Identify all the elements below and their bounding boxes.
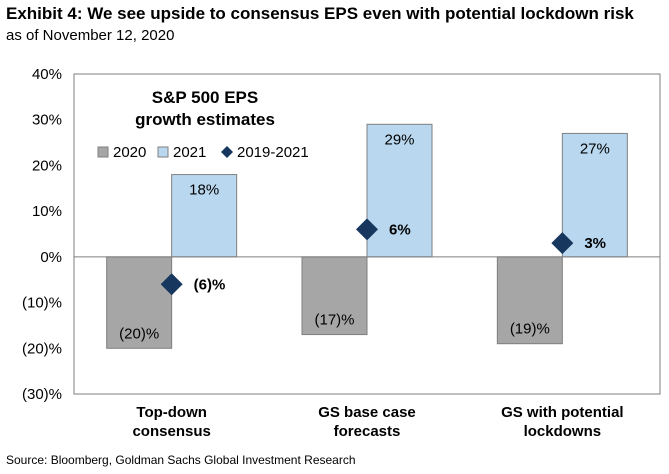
bar-series [106,123,628,349]
x-category-label-line: GS with potential [501,404,624,421]
y-tick-label: 30% [32,112,62,129]
data-label-2021: 27% [580,140,610,157]
y-axis: 40% 30% 20% 10% 0% (10)% (20)% (30)% [22,66,62,403]
y-tick-label: 20% [32,157,62,174]
x-category-label: Top-down consensus [132,404,210,440]
x-category-label-line: forecasts [334,423,401,440]
x-category-label-line: consensus [132,423,210,440]
legend-label-2019-2021: 2019-2021 [237,144,309,161]
bar-2021 [171,174,238,258]
y-tick-label: 40% [32,66,62,83]
bar-2020 [106,256,173,349]
x-category-label-line: GS base case [318,404,416,421]
x-category-label: GS base case forecasts [318,404,416,440]
bar-2020 [496,256,563,345]
data-label-2019-2021: 6% [389,221,411,238]
x-category-label-line: lockdowns [524,423,602,440]
y-tick-label: (20)% [22,340,62,357]
y-tick-label: 0% [40,249,62,266]
data-labels: (20)% 18% (6)% (17)% 29% 6% (19)% 27% 3% [119,131,610,342]
data-label-2019-2021: 3% [584,235,606,252]
y-tick-label: 10% [32,203,62,220]
annotation-title: S&P 500 EPS growth estimates [110,87,300,131]
marker-2019-2021 [551,232,574,255]
annotation-title-line-2: growth estimates [135,110,275,129]
y-tick-label: (30)% [22,386,62,403]
marker-2019-2021 [356,218,378,241]
legend-label-2020: 2020 [113,144,146,161]
data-label-2020: (17)% [314,312,354,329]
x-category-label-line: Top-down [136,404,207,421]
marker-2019-2021 [160,273,183,296]
annotation-title-line-1: S&P 500 EPS [151,88,259,107]
legend-label-2021: 2021 [173,144,206,161]
legend-swatch-2019-2021 [221,146,233,158]
data-label-2021: 29% [384,131,414,148]
bar-2020 [301,256,368,336]
legend-swatch-2021 [157,146,169,158]
data-label-2019-2021: (6)% [194,276,226,293]
data-label-2020: (20)% [119,325,159,342]
marker-series [160,218,574,296]
chart-subtitle: as of November 12, 2020 [6,27,175,44]
data-label-2021: 18% [189,182,219,199]
chart-title: Exhibit 4: We see upside to consensus EP… [6,4,634,23]
x-category-label: GS with potential lockdowns [501,404,624,440]
legend: 2020 2021 2019-2021 [97,144,309,161]
y-tick-label: (10)% [22,295,62,312]
legend-swatch-2020 [97,146,109,158]
plot-area [73,73,661,395]
data-label-2020: (19)% [510,321,550,338]
source-note: Source: Bloomberg, Goldman Sachs Global … [6,453,356,467]
